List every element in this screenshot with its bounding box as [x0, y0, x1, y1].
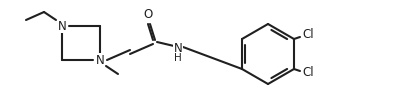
Text: N: N [58, 20, 67, 33]
Text: H: H [174, 53, 182, 63]
Text: Cl: Cl [302, 67, 314, 79]
Text: O: O [143, 9, 152, 21]
Text: Cl: Cl [302, 29, 314, 41]
Text: N: N [95, 53, 105, 67]
Text: N: N [173, 41, 183, 55]
